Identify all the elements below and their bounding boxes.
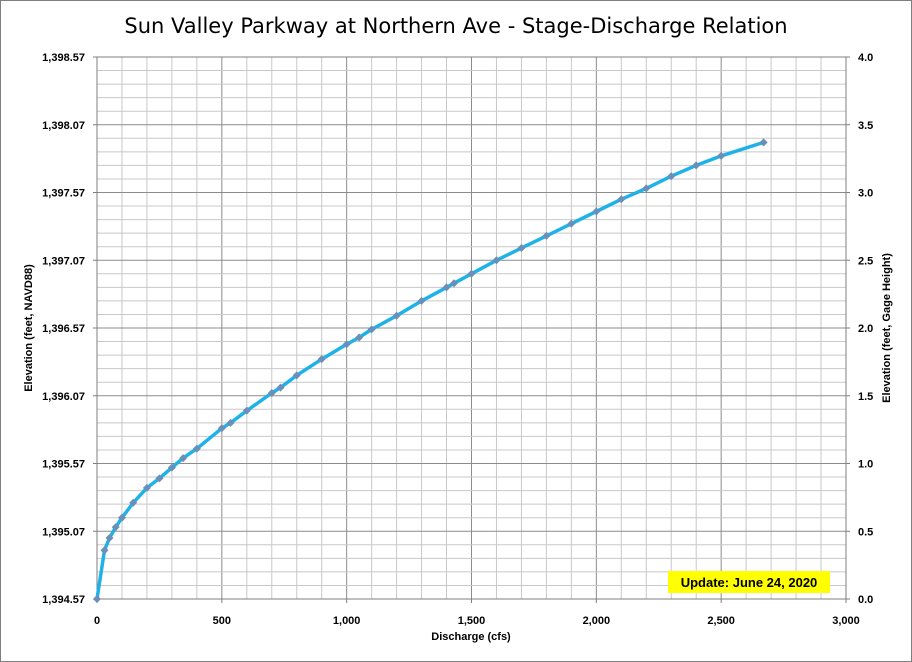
- data-point: [692, 161, 701, 170]
- y-tick-label: 1,394.57: [42, 594, 85, 606]
- y2-tick-label: 2.5: [858, 255, 873, 267]
- data-point: [226, 418, 235, 427]
- data-point: [717, 151, 726, 160]
- y2-tick-label: 0.5: [858, 526, 873, 538]
- x-tick-label: 2,000: [583, 615, 611, 627]
- y2-tick-label: 1.5: [858, 391, 873, 403]
- data-point: [417, 296, 426, 305]
- y2-tick-label: 3.0: [858, 188, 873, 200]
- data-point: [617, 195, 626, 204]
- y2-tick-label: 1.0: [858, 459, 873, 471]
- data-point: [242, 406, 251, 415]
- data-point: [105, 534, 114, 543]
- y-tick-label: 1,398.57: [42, 52, 85, 64]
- data-point: [342, 340, 351, 349]
- data-point: [759, 138, 768, 147]
- data-point: [142, 483, 151, 492]
- x-tick-label: 3,000: [832, 615, 860, 627]
- data-point: [592, 207, 601, 216]
- x-tick-label: 1,500: [458, 615, 486, 627]
- data-point: [179, 454, 188, 463]
- data-point: [292, 371, 301, 380]
- y-tick-label: 1,397.57: [42, 188, 85, 200]
- data-point: [642, 184, 651, 193]
- update-badge: Update: June 24, 2020: [668, 571, 830, 593]
- data-point: [267, 389, 276, 398]
- y-tick-label: 1,396.07: [42, 391, 85, 403]
- data-point: [467, 269, 476, 278]
- update-badge-text: Update: June 24, 2020: [681, 575, 818, 590]
- y-axis-right: 0.0 0.5 1.0 1.5 2.0 2.5 3.0 3.5 4.0: [846, 52, 873, 606]
- chart-title: Sun Valley Parkway at Northern Ave - Sta…: [124, 14, 787, 38]
- x-tick-label: 1,000: [333, 615, 361, 627]
- y2-tick-label: 2.0: [858, 323, 873, 335]
- data-point: [392, 311, 401, 320]
- y-tick-label: 1,395.57: [42, 459, 85, 471]
- data-point: [155, 474, 164, 483]
- data-point: [100, 546, 109, 555]
- data-point: [542, 231, 551, 240]
- y-tick-label: 1,398.07: [42, 120, 85, 132]
- x-tick-label: 500: [213, 615, 231, 627]
- series: [93, 138, 768, 603]
- grid: [97, 57, 846, 599]
- data-point: [442, 283, 451, 292]
- data-point: [192, 444, 201, 453]
- data-point: [355, 333, 364, 342]
- data-point: [317, 355, 326, 364]
- x-axis: 0 500 1,000 1,500 2,000 2,500 3,000: [94, 599, 860, 627]
- data-point: [276, 383, 285, 392]
- y-tick-label: 1,395.07: [42, 526, 85, 538]
- y-tick-label: 1,396.57: [42, 323, 85, 335]
- y2-tick-label: 0.0: [858, 594, 873, 606]
- y-tick-label: 1,397.07: [42, 255, 85, 267]
- update-badge-background: [668, 571, 830, 593]
- y-axis-left: 1,394.57 1,395.07 1,395.57 1,396.07 1,396.57…: [42, 52, 97, 606]
- y-axis-title: Elevation (feet, NAVD88): [23, 264, 35, 392]
- data-point: [167, 463, 176, 472]
- y2-tick-label: 3.5: [858, 120, 873, 132]
- data-point: [517, 244, 526, 253]
- data-point: [667, 172, 676, 181]
- x-tick-label: 0: [94, 615, 100, 627]
- x-tick-label: 2,500: [707, 615, 735, 627]
- data-point: [367, 325, 376, 334]
- data-point: [93, 595, 101, 603]
- data-point: [111, 523, 120, 532]
- x-axis-title: Discharge (cfs): [431, 631, 511, 643]
- data-point: [117, 513, 126, 522]
- y2-axis-title: Elevation (feet, Gage Height): [881, 253, 893, 403]
- data-point: [492, 256, 501, 265]
- data-point: [450, 279, 459, 288]
- data-point: [217, 424, 226, 433]
- data-point: [129, 498, 138, 507]
- y2-tick-label: 4.0: [858, 52, 873, 64]
- data-point: [567, 219, 576, 228]
